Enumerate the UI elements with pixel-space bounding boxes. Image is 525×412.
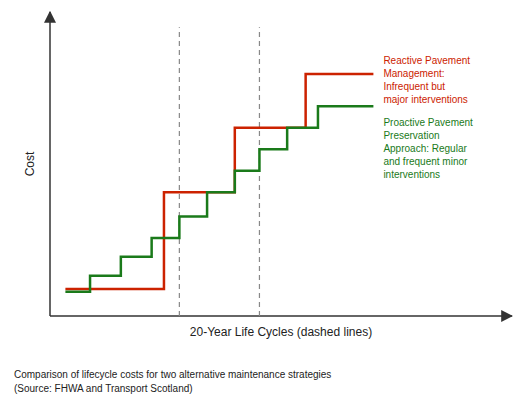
caption: Comparison of lifecycle costs for two al… [14,369,331,394]
plot-area [65,27,373,316]
y-axis [49,12,51,316]
x-axis [50,315,512,317]
chart: Reactive PavementManagement:Infrequent b… [0,0,525,412]
x-axis-label: 20-Year Life Cycles (dashed lines) [190,325,372,339]
series-annotation: Proactive PavementPreservationApproach: … [383,117,473,180]
cycle-line [179,27,180,316]
cost-line [65,106,373,292]
y-axis-label: Cost [23,151,37,176]
series-annotation: Reactive PavementManagement:Infrequent b… [383,55,470,105]
